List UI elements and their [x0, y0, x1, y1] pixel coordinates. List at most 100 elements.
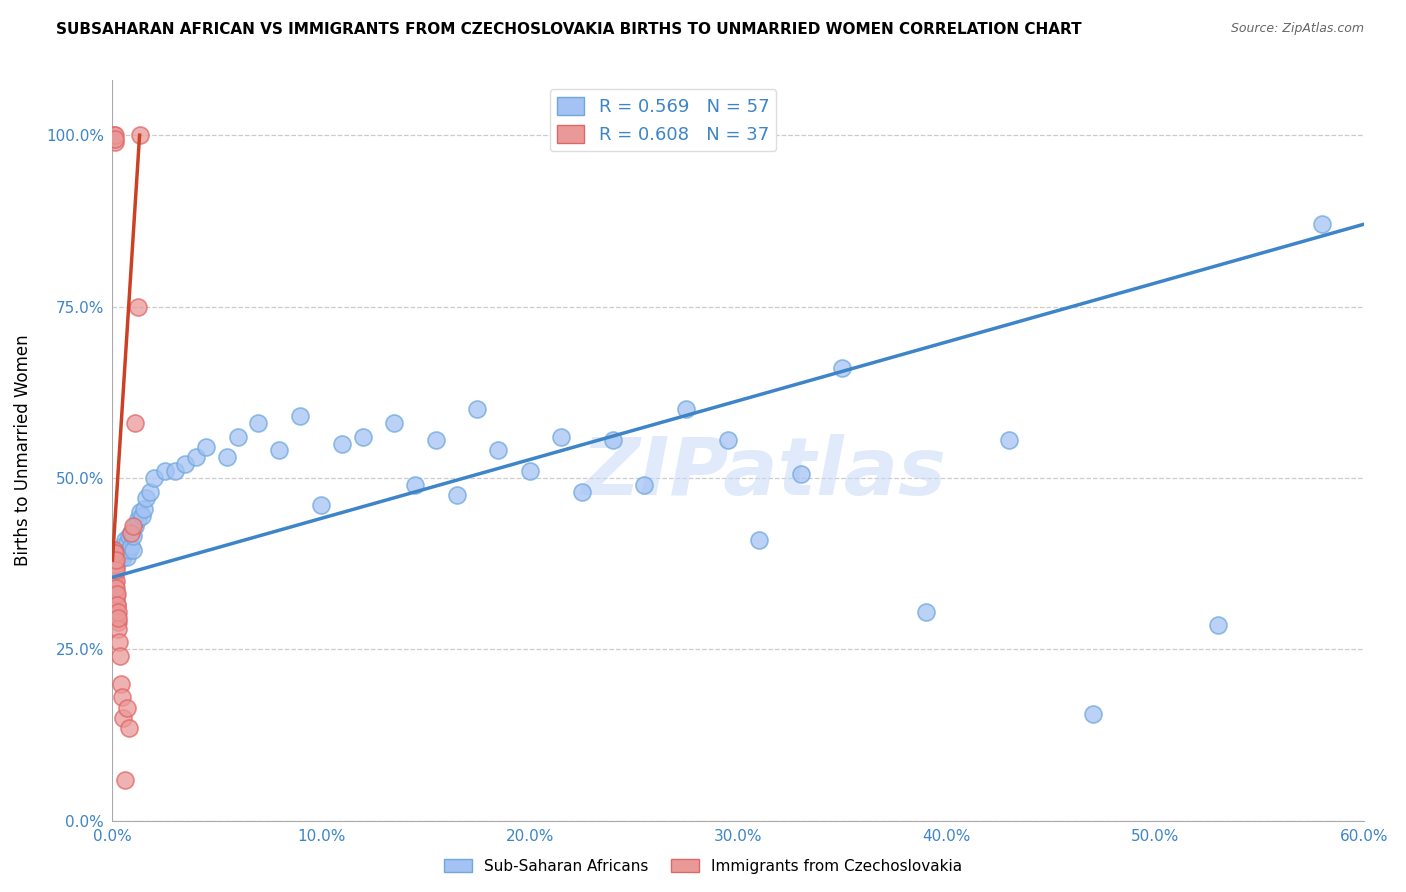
Point [105, 557, 128, 571]
Point [110, 676, 132, 690]
Point [107, 635, 129, 649]
Point [139, 484, 162, 499]
Point [103, 128, 125, 142]
Point [122, 519, 145, 533]
Point [105, 598, 128, 612]
Point [127, 300, 149, 314]
Point [998, 433, 1021, 447]
Point [115, 700, 138, 714]
Point [103, 570, 125, 584]
Point [105, 591, 128, 605]
Point [467, 402, 489, 417]
Point [107, 605, 129, 619]
Point [790, 467, 813, 482]
Point [290, 409, 312, 424]
Point [115, 549, 138, 564]
Point [153, 464, 176, 478]
Point [104, 553, 127, 567]
Point [446, 488, 468, 502]
Point [571, 484, 593, 499]
Point [120, 540, 142, 554]
Point [550, 430, 572, 444]
Point [103, 131, 125, 145]
Point [247, 416, 270, 430]
Point [107, 546, 129, 560]
Point [831, 361, 853, 376]
Point [110, 542, 132, 557]
Point [124, 519, 146, 533]
Point [115, 536, 138, 550]
Point [128, 128, 150, 142]
Point [104, 577, 127, 591]
Point [519, 464, 541, 478]
Point [124, 416, 146, 430]
Point [104, 574, 127, 588]
Point [114, 533, 136, 547]
Point [103, 546, 125, 560]
Legend: R = 0.569   N = 57, R = 0.608   N = 37: R = 0.569 N = 57, R = 0.608 N = 37 [550, 89, 776, 152]
Point [425, 433, 447, 447]
Point [382, 416, 405, 430]
Legend: Sub-Saharan Africans, Immigrants from Czechoslovakia: Sub-Saharan Africans, Immigrants from Cz… [437, 853, 969, 880]
Point [107, 611, 129, 625]
Point [163, 464, 186, 478]
Point [128, 505, 150, 519]
Point [108, 649, 131, 664]
Point [131, 508, 153, 523]
Point [103, 542, 125, 557]
Point [103, 557, 125, 571]
Point [104, 131, 127, 145]
Point [104, 563, 127, 577]
Point [633, 477, 655, 491]
Point [143, 471, 166, 485]
Point [103, 128, 125, 142]
Point [104, 563, 127, 577]
Point [127, 512, 149, 526]
Point [1206, 618, 1229, 632]
Point [105, 607, 128, 622]
Point [915, 605, 938, 619]
Y-axis label: Births to Unmarried Women: Births to Unmarried Women [14, 334, 32, 566]
Point [135, 491, 157, 506]
Point [105, 581, 128, 595]
Point [103, 581, 125, 595]
Point [114, 546, 136, 560]
Point [748, 533, 770, 547]
Point [103, 560, 125, 574]
Point [309, 498, 332, 512]
Point [111, 690, 134, 705]
Point [217, 450, 239, 465]
Point [118, 721, 141, 735]
Point [105, 598, 128, 612]
Point [184, 450, 207, 465]
Point [226, 430, 249, 444]
Point [122, 529, 145, 543]
Point [195, 440, 218, 454]
Point [111, 711, 134, 725]
Point [1081, 707, 1104, 722]
Point [120, 525, 142, 540]
Point [717, 433, 740, 447]
Point [104, 587, 127, 601]
Point [486, 443, 509, 458]
Point [103, 566, 125, 581]
Point [132, 501, 155, 516]
Point [352, 430, 374, 444]
Point [675, 402, 697, 417]
Point [330, 436, 353, 450]
Point [404, 477, 426, 491]
Text: SUBSAHARAN AFRICAN VS IMMIGRANTS FROM CZECHOSLOVAKIA BIRTHS TO UNMARRIED WOMEN C: SUBSAHARAN AFRICAN VS IMMIGRANTS FROM CZ… [56, 22, 1081, 37]
Point [107, 622, 129, 636]
Point [118, 529, 141, 543]
Point [118, 542, 141, 557]
Point [122, 542, 145, 557]
Point [1310, 217, 1333, 231]
Point [103, 135, 125, 149]
Text: ZIPatlas: ZIPatlas [581, 434, 946, 512]
Point [105, 587, 128, 601]
Point [107, 615, 129, 629]
Point [114, 772, 136, 787]
Point [103, 553, 125, 567]
Point [174, 457, 197, 471]
Point [269, 443, 291, 458]
